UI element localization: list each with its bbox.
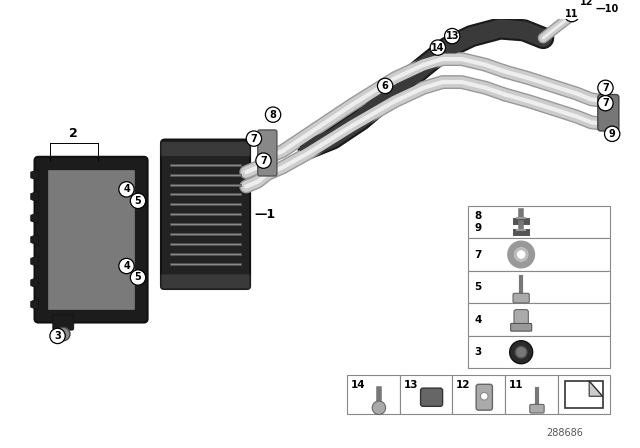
FancyBboxPatch shape [476, 384, 492, 410]
Text: 7: 7 [250, 134, 257, 144]
Text: 7: 7 [602, 83, 609, 93]
FancyBboxPatch shape [35, 157, 148, 323]
FancyBboxPatch shape [161, 140, 250, 289]
Text: 5: 5 [134, 272, 141, 283]
FancyBboxPatch shape [468, 206, 611, 238]
Polygon shape [31, 191, 38, 202]
Text: 14: 14 [351, 380, 365, 390]
FancyBboxPatch shape [161, 142, 250, 157]
FancyBboxPatch shape [468, 303, 611, 336]
Circle shape [515, 346, 527, 358]
Text: 3: 3 [474, 347, 481, 357]
Circle shape [119, 258, 134, 274]
Circle shape [509, 341, 532, 364]
FancyBboxPatch shape [557, 375, 611, 414]
FancyBboxPatch shape [48, 170, 134, 309]
FancyBboxPatch shape [598, 95, 619, 131]
Text: 6: 6 [382, 81, 388, 91]
Circle shape [579, 0, 594, 9]
Text: 7: 7 [260, 155, 267, 166]
Circle shape [266, 107, 281, 122]
Text: 9: 9 [609, 129, 616, 139]
Text: 11: 11 [509, 380, 524, 390]
Text: 7: 7 [602, 98, 609, 108]
Text: —10: —10 [596, 4, 619, 14]
FancyBboxPatch shape [511, 323, 532, 331]
Circle shape [56, 327, 70, 341]
Text: 8
9: 8 9 [474, 211, 481, 233]
Polygon shape [31, 169, 38, 181]
FancyBboxPatch shape [258, 130, 277, 176]
Circle shape [598, 80, 613, 95]
FancyBboxPatch shape [468, 271, 611, 303]
FancyBboxPatch shape [399, 375, 452, 414]
FancyBboxPatch shape [468, 336, 611, 369]
Text: 3: 3 [54, 331, 61, 341]
FancyBboxPatch shape [505, 375, 557, 414]
Text: 11: 11 [565, 9, 579, 19]
Polygon shape [31, 277, 38, 289]
Circle shape [131, 270, 146, 285]
Circle shape [131, 193, 146, 208]
Text: 4: 4 [123, 185, 130, 194]
FancyBboxPatch shape [582, 0, 591, 5]
Text: 4: 4 [123, 261, 130, 271]
Text: 12: 12 [580, 0, 593, 7]
FancyBboxPatch shape [452, 375, 505, 414]
Polygon shape [31, 255, 38, 267]
Polygon shape [31, 212, 38, 224]
Text: 12: 12 [456, 380, 470, 390]
Text: 4: 4 [474, 314, 481, 325]
FancyBboxPatch shape [514, 310, 529, 329]
FancyBboxPatch shape [530, 405, 544, 413]
Circle shape [119, 182, 134, 197]
Text: 5: 5 [474, 282, 481, 292]
Text: 13: 13 [403, 380, 418, 390]
FancyBboxPatch shape [52, 315, 74, 330]
Circle shape [605, 126, 620, 142]
Text: 14: 14 [431, 43, 445, 52]
Polygon shape [565, 381, 603, 408]
Text: 7: 7 [474, 250, 481, 259]
Polygon shape [31, 234, 38, 246]
Polygon shape [589, 381, 603, 396]
Text: 2: 2 [70, 127, 78, 140]
Circle shape [564, 6, 580, 22]
Circle shape [445, 28, 460, 44]
Circle shape [256, 153, 271, 168]
Text: 288686: 288686 [547, 428, 584, 439]
Text: —1: —1 [254, 208, 275, 221]
FancyBboxPatch shape [575, 3, 584, 12]
Circle shape [378, 78, 393, 94]
Circle shape [50, 328, 65, 344]
Circle shape [598, 95, 613, 111]
Text: 13: 13 [445, 31, 459, 41]
Circle shape [246, 131, 262, 146]
Circle shape [430, 40, 445, 55]
FancyBboxPatch shape [347, 375, 399, 414]
FancyBboxPatch shape [513, 293, 529, 303]
FancyBboxPatch shape [468, 238, 611, 271]
Circle shape [372, 401, 386, 414]
Polygon shape [31, 298, 38, 310]
FancyBboxPatch shape [161, 274, 250, 289]
Text: 5: 5 [134, 196, 141, 206]
Circle shape [481, 392, 488, 400]
FancyBboxPatch shape [420, 388, 443, 406]
Text: 8: 8 [269, 110, 276, 120]
